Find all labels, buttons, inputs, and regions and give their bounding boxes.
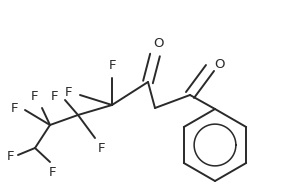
Text: F: F xyxy=(108,59,116,72)
Text: F: F xyxy=(65,86,72,100)
Text: F: F xyxy=(51,90,58,104)
Text: F: F xyxy=(49,166,57,179)
Text: F: F xyxy=(98,142,105,155)
Text: F: F xyxy=(31,90,38,103)
Text: F: F xyxy=(10,101,18,115)
Text: O: O xyxy=(153,37,163,50)
Text: O: O xyxy=(214,59,225,71)
Text: F: F xyxy=(6,150,14,164)
